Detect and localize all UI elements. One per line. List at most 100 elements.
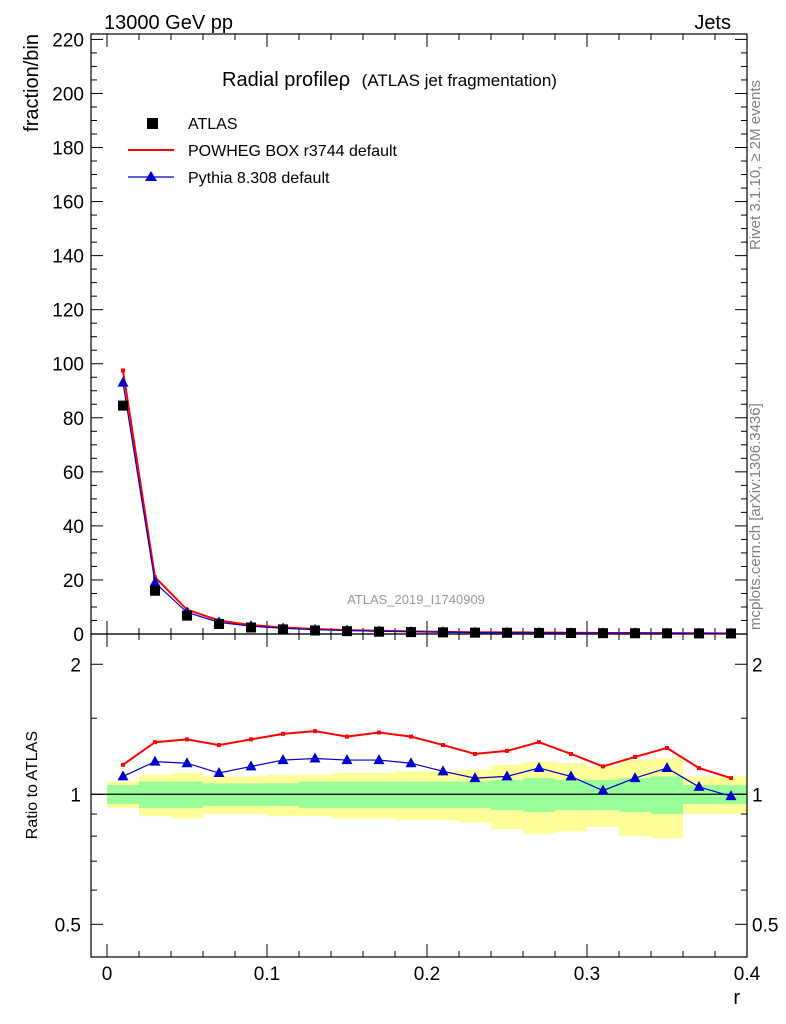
main-y-tick-label: 100 [52, 355, 84, 376]
main-title: Radial profileρ (ATLAS jet fragmentation… [222, 69, 557, 91]
ratio-y-tick-label-right: 2 [752, 655, 763, 676]
main-point-atlas [470, 627, 480, 638]
ratio-point-powheg [697, 766, 701, 771]
ratio-point-pythia [629, 772, 641, 783]
main-point-atlas [214, 619, 224, 629]
legend-label-powheg: POWHEG BOX r3744 default [188, 143, 398, 160]
ratio-point-powheg [409, 734, 413, 739]
ratio-y-axis-label: Ratio to ATLAS [24, 731, 41, 839]
main-point-atlas [246, 622, 256, 633]
ratio-point-powheg [537, 740, 541, 745]
ratio-band-inner-bin [523, 778, 555, 812]
main-point-atlas [438, 627, 448, 638]
main-y-tick-label: 200 [52, 84, 84, 105]
main-y-tick-label: 40 [63, 517, 84, 538]
main-point-atlas [310, 625, 320, 636]
ratio-point-powheg [473, 751, 477, 756]
ratio-band-inner-bin [555, 779, 587, 810]
ratio-point-pythia [181, 757, 193, 768]
ratio-y-tick-label-left: 1 [70, 785, 81, 806]
ratio-line-pythia [122, 757, 732, 797]
ratio-point-powheg [665, 745, 669, 750]
main-point-atlas [566, 628, 576, 639]
ratio-point-pythia [245, 760, 257, 771]
ratio-point-powheg [569, 751, 573, 756]
ratio-y-tick-label-right: 1 [752, 785, 763, 806]
main-point-atlas [374, 626, 384, 637]
legend: ATLAS POWHEG BOX r3744 default Pythia 8.… [128, 116, 398, 187]
x-tick-label: 0 [102, 964, 113, 985]
ratio-point-pythia [149, 755, 161, 766]
legend-marker-atlas [147, 118, 158, 129]
ratio-band-inner-bin [587, 779, 619, 810]
header-left: 13000 GeV pp [104, 12, 233, 34]
ratio-y-tick-label-left: 0.5 [55, 915, 81, 936]
main-line-pythia [122, 382, 732, 635]
ratio-point-pythia [565, 770, 577, 781]
main-point-pythia [149, 576, 161, 587]
side-text-top: Rivet 3.1.10, ≥ 2M events [747, 80, 764, 250]
ratio-y-tick-label-left: 2 [70, 655, 81, 676]
ratio-point-powheg [281, 731, 285, 736]
ratio-band-inner-bin [491, 779, 523, 810]
ratio-point-powheg [153, 740, 157, 745]
ratio-point-powheg [313, 729, 317, 734]
ratio-point-powheg [249, 737, 253, 742]
ratio-point-pythia [309, 752, 321, 763]
ratio-point-pythia [437, 765, 449, 776]
ratio-band-inner-bin [619, 778, 651, 812]
main-point-atlas [694, 628, 704, 639]
main-subtitle: (ATLAS jet fragmentation) [362, 71, 557, 90]
main-point-atlas [534, 627, 544, 638]
ratio-point-powheg [601, 764, 605, 769]
main-point-atlas [182, 610, 192, 621]
main-y-tick-label: 20 [63, 571, 84, 592]
main-y-tick-label: 80 [63, 409, 84, 430]
ratio-point-powheg [121, 762, 125, 767]
main-y-tick-label: 180 [52, 139, 84, 160]
main-y-tick-label: 120 [52, 301, 84, 322]
main-y-tick-label: 140 [52, 247, 84, 268]
ratio-point-pythia [341, 754, 353, 765]
ratio-point-pythia [693, 780, 705, 791]
ratio-point-pythia [661, 762, 673, 773]
analysis-watermark: ATLAS_2019_I1740909 [347, 592, 485, 607]
ratio-line-powheg [122, 730, 732, 780]
ratio-point-pythia [533, 762, 545, 773]
ratio-plot-frame [90, 633, 748, 958]
x-tick-label: 0.2 [414, 964, 440, 985]
main-point-atlas [726, 628, 736, 639]
x-axis-label: r [733, 987, 740, 1009]
header-right: Jets [694, 12, 731, 34]
main-point-atlas [118, 400, 128, 411]
legend-label-atlas: ATLAS [188, 116, 238, 133]
main-point-atlas [342, 626, 352, 637]
ratio-point-pythia [213, 767, 225, 778]
main-point-atlas [406, 627, 416, 638]
ratio-point-powheg [377, 730, 381, 735]
main-point-pythia [117, 376, 129, 387]
legend-marker-pythia [145, 171, 157, 181]
x-tick-label: 0.4 [734, 964, 761, 985]
ratio-point-pythia [405, 757, 417, 768]
ratio-point-powheg [217, 743, 221, 748]
ratio-point-pythia [117, 770, 129, 781]
x-tick-label: 0.3 [574, 964, 600, 985]
main-point-atlas [502, 627, 512, 638]
main-point-atlas [598, 628, 608, 639]
main-y-tick-label: 160 [52, 193, 84, 214]
ratio-band-inner-bin [651, 776, 683, 815]
ratio-point-powheg [185, 737, 189, 742]
main-y-tick-label: 0 [73, 625, 84, 646]
ratio-point-powheg [441, 743, 445, 748]
plot-area: 0 20 40 60 80 100 120 140 160 180 200 220 0 0.1 0.2 0.3… [52, 30, 778, 985]
main-y-tick-label: 60 [63, 463, 84, 484]
ratio-point-pythia [597, 784, 609, 795]
main-y-axis-label: fraction/bin [21, 34, 43, 132]
main-point-atlas [630, 628, 640, 639]
main-point-atlas [662, 628, 672, 639]
ratio-point-powheg [729, 776, 733, 781]
legend-label-pythia: Pythia 8.308 default [188, 170, 330, 187]
ratio-point-powheg [345, 734, 349, 739]
